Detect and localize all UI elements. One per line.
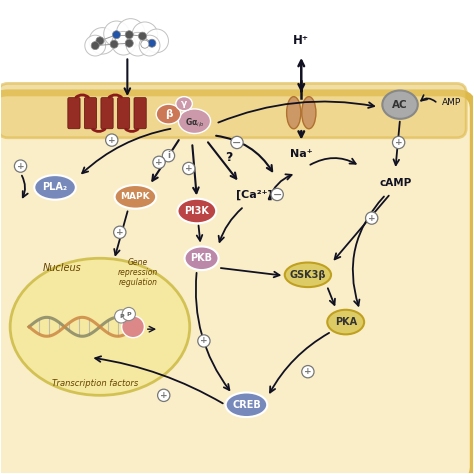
Text: β: β <box>165 109 172 119</box>
Circle shape <box>231 137 243 149</box>
Text: −: − <box>232 137 242 147</box>
Text: i: i <box>167 151 170 160</box>
FancyBboxPatch shape <box>101 98 113 129</box>
FancyBboxPatch shape <box>0 93 474 474</box>
FancyBboxPatch shape <box>84 98 97 129</box>
Circle shape <box>148 39 156 47</box>
Circle shape <box>106 134 118 146</box>
FancyBboxPatch shape <box>134 98 146 129</box>
Text: +: + <box>155 158 163 167</box>
Circle shape <box>91 42 99 50</box>
Text: P: P <box>127 311 131 317</box>
Text: H⁺: H⁺ <box>293 35 309 47</box>
Ellipse shape <box>327 310 364 334</box>
Text: +: + <box>185 164 192 173</box>
Text: ?: ? <box>225 151 232 164</box>
Circle shape <box>122 308 136 320</box>
Text: −: − <box>273 190 282 200</box>
Circle shape <box>125 31 133 39</box>
Circle shape <box>198 335 210 347</box>
Ellipse shape <box>285 263 331 287</box>
Text: +: + <box>160 391 167 400</box>
Ellipse shape <box>122 316 145 337</box>
Circle shape <box>112 31 120 39</box>
Circle shape <box>125 39 133 47</box>
Ellipse shape <box>178 109 210 134</box>
Circle shape <box>138 32 146 40</box>
Circle shape <box>182 162 195 174</box>
Ellipse shape <box>287 97 301 129</box>
Text: +: + <box>304 367 312 376</box>
Circle shape <box>153 156 165 168</box>
Text: PKB: PKB <box>191 253 212 263</box>
Circle shape <box>14 160 27 172</box>
Circle shape <box>126 32 150 56</box>
Text: PKA: PKA <box>335 317 357 327</box>
Circle shape <box>392 137 405 149</box>
Text: +: + <box>17 162 24 171</box>
Circle shape <box>89 27 116 54</box>
Circle shape <box>302 365 314 378</box>
Ellipse shape <box>184 246 219 270</box>
Circle shape <box>115 310 128 323</box>
Ellipse shape <box>34 175 76 200</box>
Ellipse shape <box>156 104 181 124</box>
Ellipse shape <box>226 392 267 417</box>
Text: +: + <box>368 214 375 223</box>
Text: AC: AC <box>392 100 408 109</box>
FancyBboxPatch shape <box>68 98 80 129</box>
Text: PI3K: PI3K <box>184 206 209 216</box>
Text: Gα$_{i/o}$: Gα$_{i/o}$ <box>184 116 204 128</box>
Text: cAMP: cAMP <box>379 178 411 188</box>
Circle shape <box>271 188 283 201</box>
Circle shape <box>157 389 170 401</box>
Text: GSK3β: GSK3β <box>290 270 326 280</box>
Text: MAPK: MAPK <box>120 192 150 201</box>
Ellipse shape <box>177 199 216 223</box>
Circle shape <box>85 35 106 56</box>
Ellipse shape <box>383 91 418 119</box>
Text: +: + <box>200 337 208 346</box>
Circle shape <box>96 37 104 45</box>
Circle shape <box>141 40 149 48</box>
Text: +: + <box>108 136 116 145</box>
Ellipse shape <box>302 97 316 129</box>
Text: Nucleus: Nucleus <box>43 263 82 273</box>
Text: CREB: CREB <box>232 400 261 410</box>
Text: +: + <box>395 138 402 147</box>
Text: AMP: AMP <box>442 98 462 107</box>
Circle shape <box>110 40 118 48</box>
Circle shape <box>132 22 157 47</box>
FancyBboxPatch shape <box>118 98 130 129</box>
Text: Gene
repression
regulation: Gene repression regulation <box>118 257 158 287</box>
Circle shape <box>114 226 126 238</box>
FancyBboxPatch shape <box>0 83 466 138</box>
Ellipse shape <box>176 97 192 111</box>
Circle shape <box>365 212 378 224</box>
Circle shape <box>117 18 145 47</box>
Circle shape <box>139 35 160 56</box>
Text: Transcription factors: Transcription factors <box>52 379 138 388</box>
Circle shape <box>112 31 136 55</box>
Circle shape <box>145 29 168 53</box>
Text: Na⁺: Na⁺ <box>290 149 312 159</box>
Text: P: P <box>119 314 124 319</box>
Text: +: + <box>116 228 124 237</box>
Ellipse shape <box>10 258 190 395</box>
Text: [Ca²⁺]ᵢ: [Ca²⁺]ᵢ <box>237 189 275 200</box>
Text: γ: γ <box>181 99 187 108</box>
Circle shape <box>104 21 129 46</box>
Circle shape <box>162 150 174 162</box>
Text: PLA₂: PLA₂ <box>43 182 68 192</box>
Ellipse shape <box>115 185 156 209</box>
